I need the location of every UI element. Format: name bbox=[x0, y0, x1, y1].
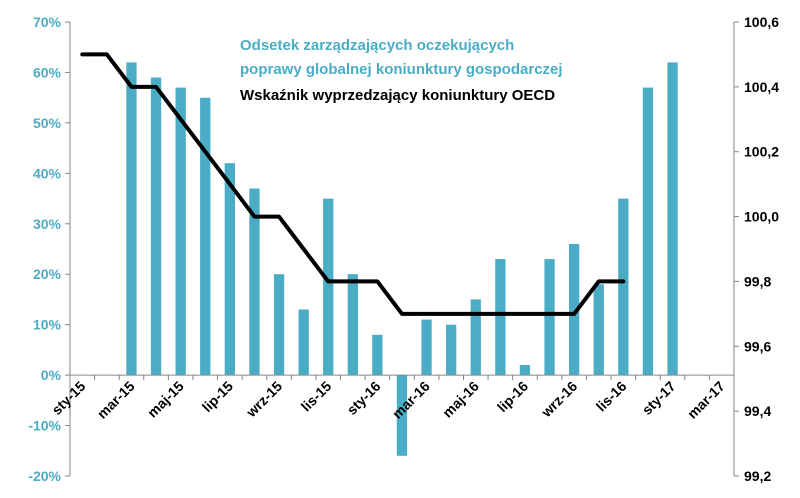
y-left-tick-label: 60% bbox=[33, 64, 62, 80]
bar-2016-11 bbox=[618, 198, 629, 376]
y-right-tick-label: 100,2 bbox=[744, 144, 779, 160]
bar-2015-06 bbox=[200, 97, 211, 376]
y-left-tick-label: -20% bbox=[28, 468, 61, 484]
bar-2015-12 bbox=[347, 274, 358, 376]
legend-line-2: poprawy globalnej koniunktury gospodarcz… bbox=[240, 61, 563, 78]
y-left-tick-label: 50% bbox=[33, 115, 62, 131]
y-right-tick-label: 99,2 bbox=[744, 468, 771, 484]
x-tick-label: mar-15 bbox=[94, 378, 138, 422]
x-tick-label: sty-15 bbox=[48, 378, 88, 418]
bar-2017-01 bbox=[667, 62, 678, 376]
x-tick-label: sty-17 bbox=[639, 378, 679, 418]
axes bbox=[65, 21, 739, 477]
bar-2015-10 bbox=[298, 309, 309, 376]
bar-2016-08 bbox=[544, 259, 555, 376]
y-left-tick-label: 0% bbox=[41, 367, 62, 383]
x-tick-label: maj-16 bbox=[439, 378, 482, 421]
bar-2015-03 bbox=[126, 62, 137, 376]
y-right-tick-label: 99,4 bbox=[744, 403, 771, 419]
bar-2016-04 bbox=[446, 324, 457, 376]
bar-2015-08 bbox=[249, 188, 260, 376]
y-right-tick-label: 99,6 bbox=[744, 338, 771, 354]
y-left-tick-label: 70% bbox=[33, 14, 62, 30]
legend: Odsetek zarządzających oczekujących popra… bbox=[240, 37, 563, 104]
y-right-tick-label: 100,0 bbox=[744, 209, 779, 225]
bar-2016-10 bbox=[593, 284, 604, 376]
bar-2016-12 bbox=[642, 87, 654, 376]
legend-line-1: Odsetek zarządzających oczekujących bbox=[240, 37, 514, 54]
bar-2016-07 bbox=[519, 365, 531, 376]
bar-2015-11 bbox=[323, 198, 334, 376]
oecd-line bbox=[80, 52, 626, 316]
x-tick-label: lis-15 bbox=[298, 378, 335, 415]
x-tick-label: mar-17 bbox=[684, 378, 728, 422]
y-left-tick-label: 10% bbox=[33, 317, 62, 333]
y-right-tick-label: 99,8 bbox=[744, 273, 771, 289]
y-right-tick-label: 100,4 bbox=[744, 79, 779, 95]
x-tick-label: sty-16 bbox=[344, 378, 384, 418]
x-tick-label: lip-15 bbox=[199, 378, 236, 415]
x-tick-label: wrz-16 bbox=[537, 378, 580, 421]
x-tick-label: lip-16 bbox=[494, 378, 531, 415]
bar-2015-04 bbox=[150, 77, 162, 376]
bar-2016-02 bbox=[396, 375, 408, 456]
legend-line-3: Wskaźnik wyprzedzający koniunktury OECD bbox=[240, 87, 555, 104]
bar-series bbox=[126, 62, 678, 456]
tick-labels: -20% -10% 0% 10% 20% 30% 40% 50% 60% 70% 99,2 99,4 9… bbox=[28, 14, 779, 484]
y-left-tick-label: 20% bbox=[33, 266, 62, 282]
line-series bbox=[80, 52, 626, 316]
y-left-tick-label: 40% bbox=[33, 165, 62, 181]
x-tick-label: wrz-15 bbox=[242, 378, 285, 421]
bar-2015-09 bbox=[273, 274, 285, 376]
x-tick-label: lis-16 bbox=[593, 378, 630, 415]
y-right-tick-label: 100,6 bbox=[744, 14, 779, 30]
bar-2015-05 bbox=[175, 87, 186, 376]
bar-2016-05 bbox=[470, 299, 481, 376]
y-left-tick-label: -10% bbox=[28, 418, 61, 434]
bar-2015-07 bbox=[224, 163, 235, 376]
bar-2016-06 bbox=[495, 259, 506, 376]
bar-2016-09 bbox=[569, 244, 580, 376]
bar-2016-01 bbox=[372, 334, 383, 376]
y-left-tick-label: 30% bbox=[33, 216, 62, 232]
bar-2016-03 bbox=[421, 319, 432, 376]
x-tick-label: mar-16 bbox=[389, 378, 433, 422]
x-tick-label: maj-15 bbox=[144, 378, 187, 421]
